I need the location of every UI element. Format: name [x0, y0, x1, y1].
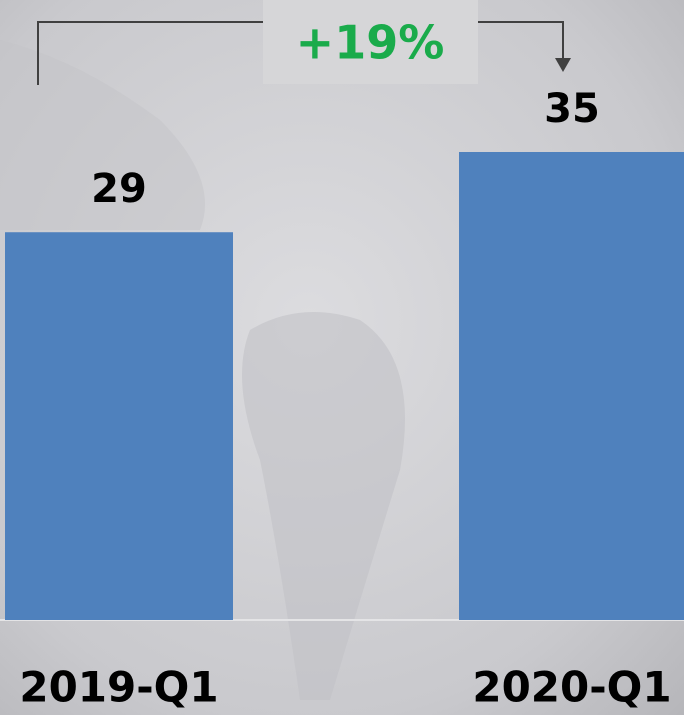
- x-tick-label: 2019-Q1: [19, 663, 218, 712]
- value-label: 29: [91, 166, 147, 212]
- x-tick-label: 2020-Q1: [472, 663, 671, 712]
- map-shape: [0, 40, 205, 230]
- annotation: +19%: [296, 16, 445, 70]
- annotation-box: [263, 0, 478, 84]
- map-shape: [242, 312, 405, 700]
- bar: [5, 232, 233, 620]
- value-label: 35: [544, 86, 600, 132]
- arrow-head: [555, 58, 571, 72]
- bar: [459, 152, 684, 620]
